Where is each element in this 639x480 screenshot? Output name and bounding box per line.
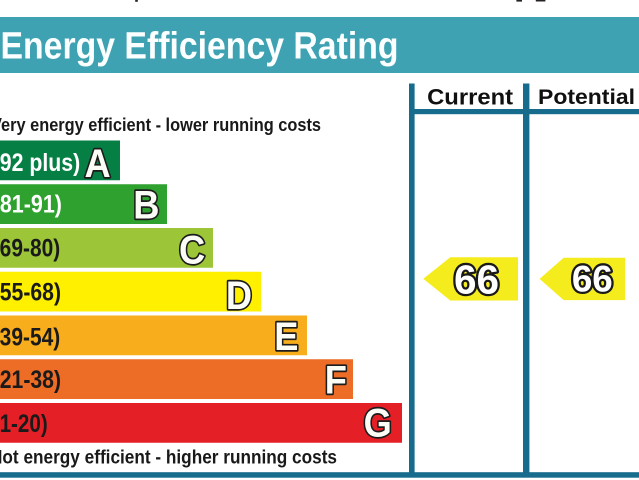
svg-text:(1-20): (1-20) [0, 410, 48, 438]
svg-text:G: G [364, 402, 392, 446]
svg-text:66: 66 [572, 258, 613, 299]
svg-text:C: C [179, 229, 205, 273]
svg-text:Very energy efficient - lower: Very energy efficient - lower running co… [0, 114, 321, 135]
svg-text:(69-80): (69-80) [0, 234, 60, 262]
svg-text:E: E [274, 316, 298, 360]
svg-text:66: 66 [454, 257, 499, 303]
svg-text:(92 plus): (92 plus) [0, 149, 80, 177]
svg-text:Energy Efficiency Rating: Energy Efficiency Rating [1, 25, 399, 67]
svg-text:(39-54): (39-54) [0, 323, 60, 351]
svg-text:D: D [226, 275, 252, 319]
svg-text:Potential: Potential [538, 85, 635, 109]
svg-text:(81-91): (81-91) [0, 191, 62, 219]
svg-text:A: A [85, 143, 111, 187]
svg-text:B: B [133, 184, 159, 228]
svg-text:(21-38): (21-38) [0, 366, 61, 394]
svg-text:(55-68): (55-68) [0, 278, 61, 306]
svg-text:Current: Current [427, 84, 514, 109]
svg-text:F: F [325, 359, 347, 403]
svg-text:Not energy efficient - higher: Not energy efficient - higher running co… [0, 447, 337, 468]
